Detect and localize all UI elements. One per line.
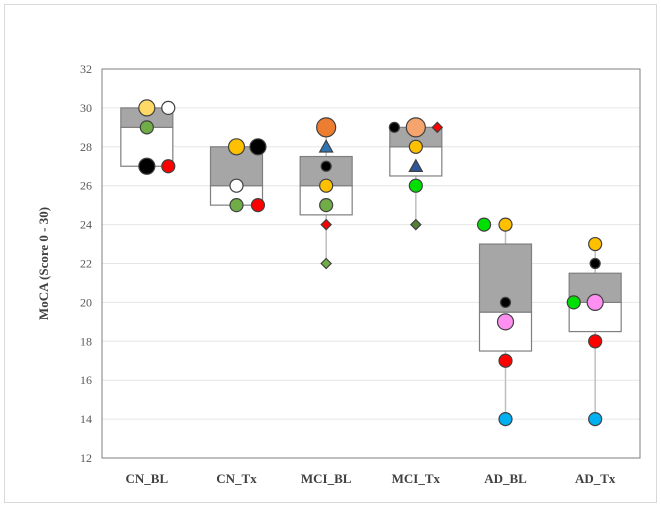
x-category-label: CN_Tx bbox=[216, 471, 257, 486]
data-point bbox=[499, 296, 512, 308]
data-point bbox=[138, 99, 156, 117]
x-category-label: CN_BL bbox=[126, 471, 169, 486]
data-point bbox=[318, 139, 334, 153]
y-tick-label: 32 bbox=[80, 62, 92, 76]
data-point bbox=[250, 198, 266, 213]
data-point bbox=[589, 257, 601, 270]
chart-frame bbox=[4, 4, 657, 503]
y-tick-label: 30 bbox=[80, 101, 92, 115]
x-category-label: MCI_Tx bbox=[392, 471, 441, 486]
y-tick-label: 22 bbox=[80, 257, 92, 271]
data-point bbox=[319, 178, 334, 193]
data-point bbox=[496, 313, 515, 331]
y-tick-label: 18 bbox=[80, 334, 92, 348]
data-point bbox=[320, 257, 333, 270]
y-tick-label: 12 bbox=[80, 451, 92, 465]
data-point bbox=[408, 158, 424, 173]
y-axis-label: MoCA (Score 0 - 30) bbox=[36, 207, 51, 320]
data-point bbox=[566, 295, 581, 310]
data-point bbox=[320, 160, 332, 172]
data-point bbox=[161, 100, 176, 116]
data-point bbox=[586, 293, 604, 311]
data-point bbox=[431, 121, 444, 134]
data-point bbox=[588, 334, 603, 349]
data-point bbox=[161, 159, 176, 174]
y-tick-label: 16 bbox=[80, 373, 92, 387]
data-point bbox=[498, 412, 513, 427]
data-point bbox=[227, 138, 246, 156]
data-point bbox=[476, 217, 492, 232]
data-point bbox=[498, 217, 513, 232]
data-point bbox=[229, 178, 244, 193]
data-point bbox=[588, 236, 603, 252]
data-point bbox=[319, 198, 334, 213]
data-point bbox=[139, 120, 154, 135]
x-category-label: AD_BL bbox=[484, 471, 527, 486]
y-tick-label: 20 bbox=[80, 295, 92, 309]
data-point bbox=[408, 139, 423, 154]
y-tick-label: 24 bbox=[80, 218, 92, 232]
x-category-label: AD_Tx bbox=[575, 471, 616, 486]
data-point bbox=[588, 412, 603, 427]
data-point bbox=[320, 218, 333, 231]
data-point bbox=[388, 121, 400, 133]
data-point bbox=[316, 117, 337, 138]
data-point bbox=[408, 178, 423, 193]
x-category-label: MCI_BL bbox=[301, 471, 352, 486]
data-point bbox=[409, 218, 422, 231]
data-point bbox=[498, 353, 513, 368]
y-tick-label: 28 bbox=[80, 140, 92, 154]
y-tick-label: 26 bbox=[80, 179, 92, 193]
data-point bbox=[249, 138, 267, 156]
data-point bbox=[138, 157, 156, 175]
data-point bbox=[229, 198, 244, 213]
y-tick-label: 14 bbox=[80, 412, 92, 426]
plot-area-border bbox=[101, 68, 641, 459]
data-point bbox=[405, 117, 426, 138]
